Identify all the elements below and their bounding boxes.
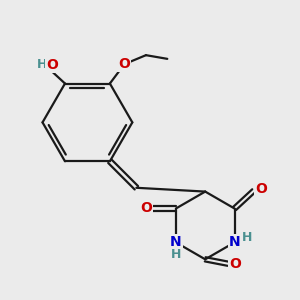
Text: N: N	[229, 236, 240, 249]
Text: O: O	[118, 57, 130, 71]
Text: O: O	[46, 58, 58, 72]
Text: O: O	[230, 257, 241, 271]
Text: O: O	[255, 182, 267, 196]
Text: N: N	[170, 236, 182, 249]
Text: H: H	[242, 232, 252, 244]
Text: H: H	[171, 248, 181, 261]
Text: H: H	[37, 58, 47, 71]
Text: O: O	[140, 201, 152, 215]
